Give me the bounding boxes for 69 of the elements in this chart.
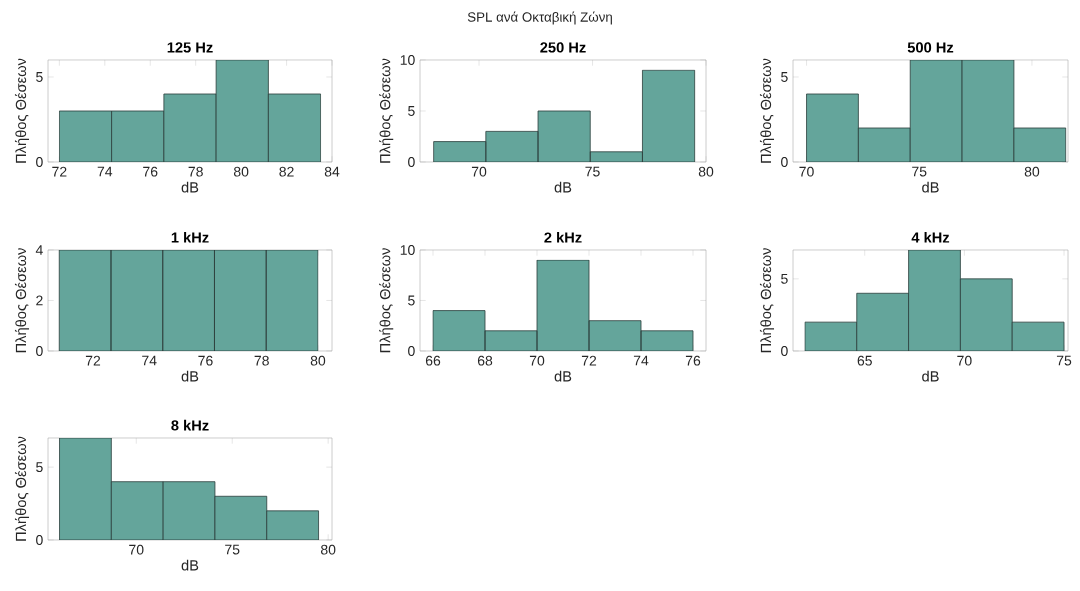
x-tick-label: 72 bbox=[581, 355, 597, 366]
text: SPL ανά Οκταβική Ζώνη bbox=[467, 11, 612, 25]
x-axis-title: dB bbox=[181, 370, 199, 382]
y-tick-label: 5 bbox=[408, 295, 415, 306]
x-axis-title: dB bbox=[554, 181, 572, 193]
x-tick-label: 66 bbox=[425, 355, 441, 366]
y-tick-label: 0 bbox=[408, 346, 415, 356]
chart-title: 250 Hz bbox=[540, 42, 586, 53]
y-tick-label: 10 bbox=[400, 245, 415, 255]
x-tick-label: 76 bbox=[198, 355, 213, 366]
y-tick-label: 5 bbox=[36, 462, 43, 473]
y-tick-label: 5 bbox=[781, 273, 788, 284]
x-tick-label: 76 bbox=[143, 166, 158, 177]
x-tick-label: 75 bbox=[1056, 355, 1072, 366]
y-tick-label: 4 bbox=[35, 245, 43, 255]
x-axis-title: dB bbox=[554, 370, 572, 382]
y-tick-label: 0 bbox=[36, 157, 43, 167]
x-tick-label: 65 bbox=[857, 355, 872, 366]
x-axis-title: dB bbox=[922, 370, 939, 382]
y-axis-title: Πλήθος Θέσεων bbox=[759, 58, 775, 163]
y-axis-title: Πλήθος Θέσεων bbox=[379, 248, 394, 353]
x-tick-label: 68 bbox=[477, 355, 493, 366]
x-tick-label: 72 bbox=[52, 166, 67, 177]
x-tick-label: 70 bbox=[529, 355, 545, 366]
x-tick-label: 80 bbox=[320, 544, 336, 555]
x-tick-label: 70 bbox=[471, 166, 487, 177]
chart-title: 4 kHz bbox=[911, 231, 950, 243]
y-tick-label: 2 bbox=[36, 295, 43, 306]
x-tick-label: 80 bbox=[1024, 166, 1040, 177]
x-tick-label: 70 bbox=[799, 166, 814, 177]
x-tick-label: 78 bbox=[188, 166, 203, 177]
chart-title: 125 Hz bbox=[167, 42, 213, 53]
y-axis-title: Πλήθος Θέσεων bbox=[14, 58, 30, 163]
x-tick-label: 80 bbox=[233, 166, 249, 177]
x-axis-title: dB bbox=[181, 181, 199, 193]
y-tick-label: 10 bbox=[400, 55, 415, 65]
y-tick-label: 0 bbox=[781, 346, 788, 356]
x-tick-label: 75 bbox=[912, 166, 927, 177]
x-tick-label: 80 bbox=[698, 166, 714, 177]
x-tick-label: 82 bbox=[279, 166, 294, 177]
y-axis-title: Πλήθος Θέσεων bbox=[14, 436, 30, 541]
y-tick-label: 0 bbox=[36, 346, 43, 356]
chart-title: 2 kHz bbox=[544, 231, 582, 243]
x-axis-title: dB bbox=[181, 559, 199, 571]
x-tick-label: 84 bbox=[324, 166, 340, 177]
y-tick-label: 5 bbox=[408, 106, 415, 116]
y-tick-label: 5 bbox=[781, 72, 788, 82]
x-tick-label: 74 bbox=[97, 166, 113, 177]
x-tick-label: 70 bbox=[129, 544, 144, 555]
chart-title: 8 kHz bbox=[171, 419, 209, 431]
y-axis-title: Πλήθος Θέσεων bbox=[379, 58, 394, 163]
x-tick-label: 80 bbox=[310, 355, 326, 366]
x-tick-label: 75 bbox=[585, 166, 600, 177]
x-tick-label: 74 bbox=[142, 355, 157, 366]
x-tick-label: 74 bbox=[633, 355, 649, 366]
y-axis-title: Πλήθος Θέσεων bbox=[759, 248, 775, 353]
chart-title: 500 Hz bbox=[907, 42, 954, 53]
y-tick-label: 0 bbox=[36, 535, 43, 545]
x-tick-label: 75 bbox=[225, 544, 240, 555]
x-tick-label: 76 bbox=[685, 355, 701, 366]
chart-title: 1 kHz bbox=[171, 231, 209, 243]
x-axis-title: dB bbox=[922, 181, 939, 193]
x-tick-label: 72 bbox=[85, 355, 101, 366]
x-tick-label: 78 bbox=[254, 355, 269, 366]
x-tick-label: 70 bbox=[957, 355, 972, 366]
y-axis-title: Πλήθος Θέσεων bbox=[14, 248, 30, 353]
y-tick-label: 0 bbox=[781, 157, 788, 167]
y-tick-label: 0 bbox=[408, 157, 415, 167]
y-tick-label: 5 bbox=[36, 72, 43, 82]
